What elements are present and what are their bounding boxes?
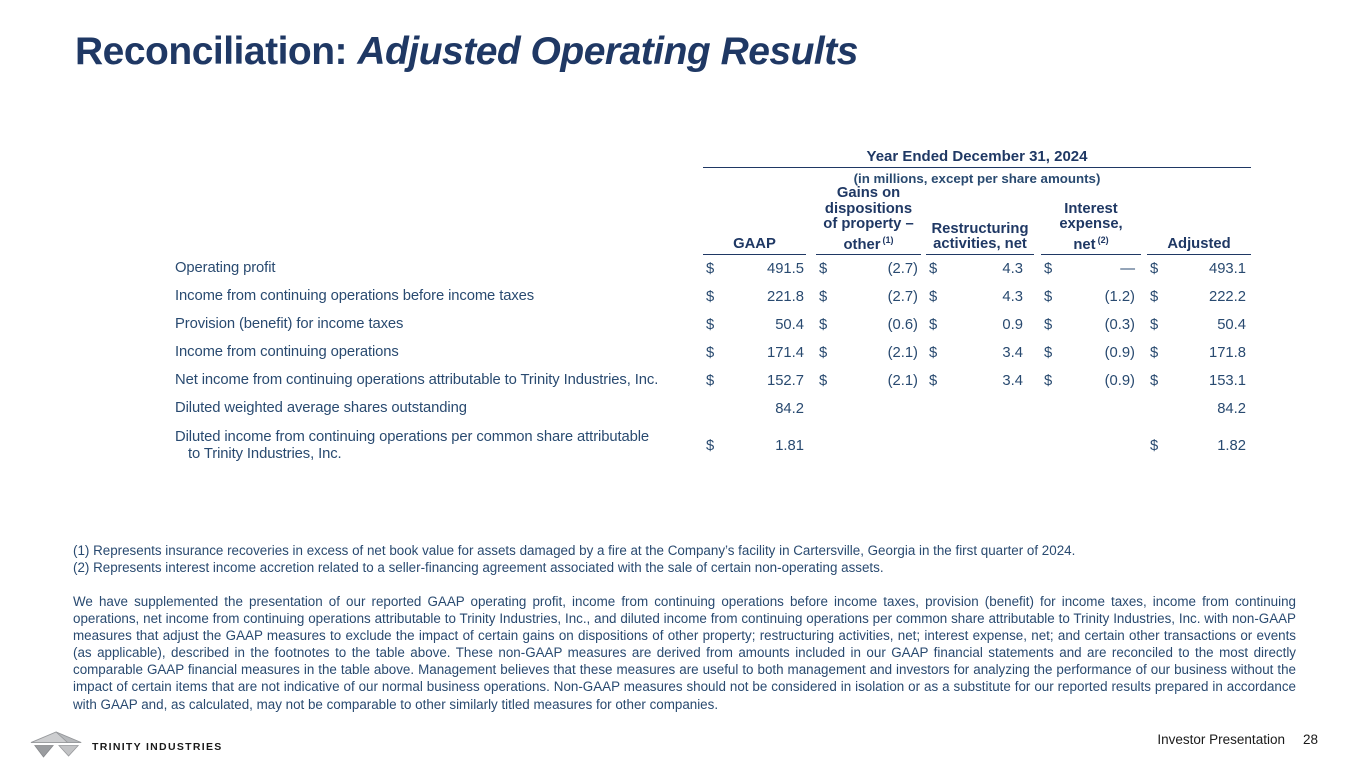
footer-brand: TRINITY INDUSTRIES xyxy=(30,730,223,759)
table-column-headers: GAAP Gains on dispositions of property –… xyxy=(175,185,1251,255)
cell-restructuring: $4.3 xyxy=(929,260,1023,277)
cell-adjusted: $222.2 xyxy=(1150,288,1246,305)
cell-gaap: 84.2 xyxy=(775,400,804,417)
row-label: Diluted weighted average shares outstand… xyxy=(175,400,467,417)
footnote-1: (1) Represents insurance recoveries in e… xyxy=(73,543,1076,558)
cell-gaap: $1.81 xyxy=(706,437,804,454)
footer-meta: Investor Presentation 28 xyxy=(1157,732,1318,747)
reconciliation-table: Year Ended December 31, 2024 (in million… xyxy=(175,148,1251,469)
cell-restructuring: $0.9 xyxy=(929,316,1023,333)
cell-gaap: $50.4 xyxy=(706,316,804,333)
table-row: Provision (benefit) for income taxes $50… xyxy=(175,311,1251,339)
cell-restructuring: $3.4 xyxy=(929,372,1023,389)
cell-interest: $ (0.3) xyxy=(1044,316,1135,333)
footnotes: (1) Represents insurance recoveries in e… xyxy=(73,542,1303,576)
cell-restructuring: $4.3 xyxy=(929,288,1023,305)
cell-gaap: $152.7 xyxy=(706,372,804,389)
table-row: Net income from continuing operations at… xyxy=(175,367,1251,395)
table-period-row: Year Ended December 31, 2024 xyxy=(175,148,1251,168)
column-header-gaap: GAAP xyxy=(703,186,806,255)
page-number: 28 xyxy=(1302,732,1318,747)
period-header: Year Ended December 31, 2024 xyxy=(703,148,1251,168)
cell-interest: $ (0.9) xyxy=(1044,372,1135,389)
cell-gains: $ (2.1) xyxy=(819,372,918,389)
cell-restructuring: $3.4 xyxy=(929,344,1023,361)
cell-interest: $ (0.9) xyxy=(1044,344,1135,361)
cell-gaap: $491.5 xyxy=(706,260,804,277)
table-row: Income from continuing operations before… xyxy=(175,283,1251,311)
table-units-row: (in millions, except per share amounts) xyxy=(175,168,1251,186)
column-header-interest-expense: Interest expense, net (2) xyxy=(1041,186,1141,255)
cell-gains xyxy=(816,395,921,423)
row-label: Diluted income from continuing operation… xyxy=(175,428,650,462)
table-row: Operating profit $491.5 $ (2.7) $4.3 $ — $… xyxy=(175,255,1251,283)
footnote-marker-2: (2) xyxy=(1097,234,1109,245)
cell-gains: $ (2.7) xyxy=(819,288,918,305)
trinity-diamond-logo-icon xyxy=(30,731,82,758)
cell-gains: $ (0.6) xyxy=(819,316,918,333)
cell-interest xyxy=(1041,423,1141,469)
cell-interest: $ (1.2) xyxy=(1044,288,1135,305)
footer-label: Investor Presentation xyxy=(1157,732,1285,747)
title-prefix: Reconciliation: xyxy=(75,30,358,73)
row-label: Income from continuing operations xyxy=(175,344,399,361)
row-label: Income from continuing operations before… xyxy=(175,288,535,305)
cell-gaap: $171.4 xyxy=(706,344,804,361)
title-italic: Adjusted Operating Results xyxy=(357,30,858,73)
units-note: (in millions, except per share amounts) xyxy=(853,170,1101,186)
table-row: Diluted weighted average shares outstand… xyxy=(175,395,1251,423)
cell-adjusted: $153.1 xyxy=(1150,372,1246,389)
table-row: Diluted income from continuing operation… xyxy=(175,423,1251,469)
cell-gains: $ (2.1) xyxy=(819,344,918,361)
cell-adjusted: 84.2 xyxy=(1217,400,1246,417)
page-title: Reconciliation: Adjusted Operating Resul… xyxy=(75,30,858,74)
column-header-gains-dispositions: Gains on dispositions of property – othe… xyxy=(816,185,921,255)
cell-adjusted: $50.4 xyxy=(1150,316,1246,333)
cell-adjusted: $1.82 xyxy=(1150,437,1246,454)
cell-gains xyxy=(816,423,921,469)
column-header-restructuring: Restructuring activities, net xyxy=(926,186,1034,255)
cell-interest xyxy=(1041,395,1141,423)
non-gaap-disclosure-paragraph: We have supplemented the presentation of… xyxy=(73,594,1296,712)
cell-gaap: $221.8 xyxy=(706,288,804,305)
cell-interest: $ — xyxy=(1044,260,1135,277)
row-label: Operating profit xyxy=(175,260,276,277)
brand-name: TRINITY INDUSTRIES xyxy=(92,740,223,753)
footnote-2: (2) Represents interest income accretion… xyxy=(73,560,884,575)
cell-adjusted: $493.1 xyxy=(1150,260,1246,277)
row-label: Net income from continuing operations at… xyxy=(175,372,659,389)
footnote-marker-1: (1) xyxy=(882,234,894,245)
column-header-adjusted: Adjusted xyxy=(1147,186,1251,255)
cell-restructuring xyxy=(926,395,1034,423)
cell-restructuring xyxy=(926,423,1034,469)
cell-adjusted: $171.8 xyxy=(1150,344,1246,361)
cell-gains: $ (2.7) xyxy=(819,260,918,277)
row-label: Provision (benefit) for income taxes xyxy=(175,316,404,333)
table-row: Income from continuing operations $171.4… xyxy=(175,339,1251,367)
